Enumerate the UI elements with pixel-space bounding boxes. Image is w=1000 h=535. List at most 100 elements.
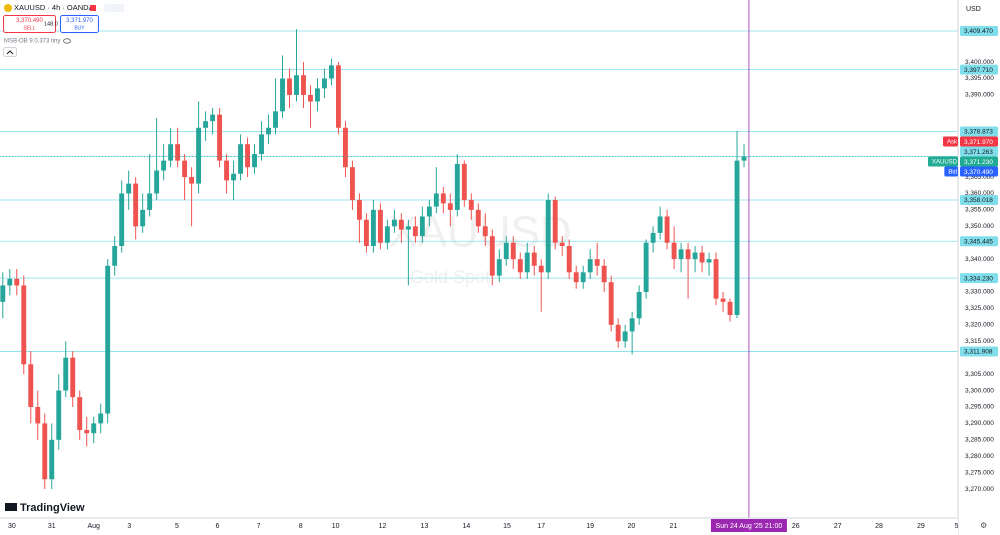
candle-body: [468, 200, 474, 210]
settings-icon[interactable]: ⚙: [980, 521, 987, 530]
candle-body: [412, 226, 418, 237]
candle-body: [105, 265, 111, 414]
price-label: 3,371.970: [964, 139, 993, 146]
candle-body: [322, 78, 327, 89]
logo[interactable]: TradingView: [20, 502, 85, 514]
y-tick-label: 3,315.000: [965, 338, 994, 345]
price-label-box: [960, 346, 998, 357]
candle-body: [7, 278, 13, 286]
price-label: 3,345.445: [964, 238, 993, 245]
candle-body: [629, 318, 635, 332]
menu-button[interactable]: [104, 4, 124, 12]
candle-body: [252, 154, 257, 168]
price-label: 3,370.490: [964, 169, 993, 176]
spread-text: 148.0: [44, 21, 58, 27]
watermark-name: Gold Spot: [410, 267, 490, 287]
buy-label: BUY: [74, 25, 85, 31]
candle-body: [405, 226, 411, 230]
price-label: 3,358.018: [964, 197, 993, 204]
candle-body: [391, 219, 397, 227]
price-label-name-box: [942, 136, 958, 147]
candle-body: [56, 390, 62, 440]
x-tick-label: 20: [628, 523, 636, 530]
price-label-box: [960, 64, 998, 75]
candle-body: [91, 423, 97, 434]
buy-button[interactable]: [60, 15, 99, 33]
x-tick-label: 10: [332, 523, 340, 530]
candle-body: [601, 265, 607, 283]
candle-body: [608, 282, 614, 325]
y-tick-label: 3,275.000: [965, 469, 994, 476]
y-tick-label: 3,330.000: [965, 289, 994, 296]
candle-body: [147, 193, 153, 210]
y-tick-label: 3,340.000: [965, 256, 994, 263]
candle-body: [245, 144, 250, 168]
candle-body: [496, 259, 502, 276]
candle-body: [741, 156, 747, 161]
collapse-button[interactable]: [3, 47, 17, 57]
candle-body: [531, 252, 537, 266]
price-label-name: Bid: [948, 170, 957, 176]
candle-body: [671, 242, 677, 260]
visibility-icon[interactable]: [63, 38, 71, 44]
candle-body: [210, 114, 216, 122]
candle-body: [615, 324, 621, 342]
candle-body: [203, 121, 209, 128]
candle-body: [35, 406, 41, 424]
candle-body: [440, 193, 446, 204]
candle-body: [692, 252, 698, 260]
candle-body: [301, 75, 306, 95]
symbol-title[interactable]: XAUUSD · 4h · OANDA: [14, 3, 94, 12]
candle-body: [280, 78, 285, 112]
x-tick-label: 5: [175, 523, 179, 530]
x-tick-label: 17: [537, 523, 545, 530]
x-tick-label: 27: [834, 523, 842, 530]
candle-body: [231, 173, 237, 181]
candle-body: [510, 242, 516, 260]
x-tick-label: 26: [792, 523, 800, 530]
y-tick-label: 3,360.000: [965, 190, 994, 197]
candle-body: [154, 170, 160, 194]
candle-body: [182, 160, 188, 178]
price-label-box: [960, 136, 998, 147]
candle-body: [643, 242, 649, 293]
candle-body: [0, 285, 6, 302]
currency[interactable]: USD: [966, 6, 981, 13]
y-tick-label: 3,290.000: [965, 420, 994, 427]
x-tick-label: 19: [586, 523, 594, 530]
candle-body: [315, 88, 320, 102]
flag-icon[interactable]: [90, 5, 96, 11]
candle-body: [559, 242, 565, 247]
candle-body: [329, 65, 334, 79]
price-label-name-box: [944, 166, 958, 177]
price-label-box: [960, 194, 998, 205]
candle-body: [294, 75, 299, 95]
candle-body: [678, 249, 684, 260]
x-tick-label: 15: [503, 523, 511, 530]
x-tick-label: 7: [257, 523, 261, 530]
price-axis: [958, 0, 1000, 535]
x-tick-label: Aug: [87, 523, 100, 530]
y-tick-label: 3,395.000: [965, 75, 994, 82]
candle-body: [545, 200, 551, 273]
crosshair-label-box: [710, 519, 787, 532]
price-label: 3,334.230: [964, 275, 993, 282]
candle-body: [175, 144, 181, 161]
x-tick-label: 14: [463, 523, 471, 530]
buy-price: 3,371.970: [66, 18, 93, 24]
indicator-label[interactable]: MSB-OB 9 0.373 tiny: [4, 39, 60, 45]
sell-button[interactable]: [3, 15, 56, 33]
candle-body: [112, 246, 118, 266]
candle-body: [287, 78, 292, 95]
plot-background: [0, 0, 958, 518]
candle-body: [49, 439, 55, 480]
x-tick-label: 31: [48, 523, 56, 530]
candle-body: [370, 209, 376, 247]
candle-body: [650, 232, 656, 243]
x-tick-label: 12: [379, 523, 387, 530]
candle-body: [489, 236, 495, 276]
candle-body: [273, 111, 278, 128]
candle-body: [720, 298, 726, 302]
price-label-box: [960, 166, 998, 177]
candle-body: [363, 219, 369, 247]
